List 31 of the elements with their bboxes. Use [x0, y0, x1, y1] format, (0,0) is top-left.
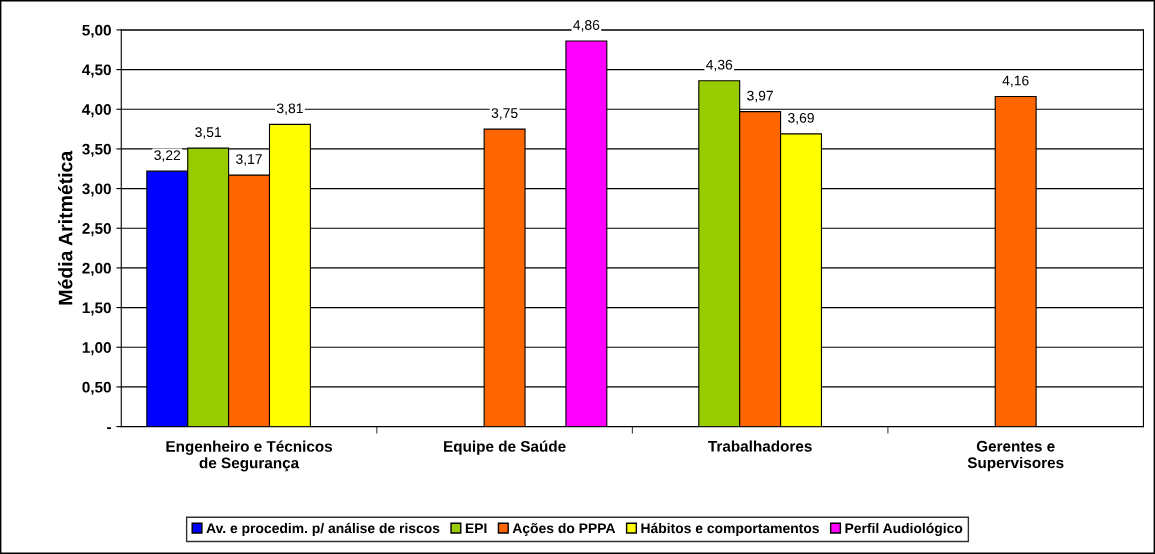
y-tick-label: 3,50: [82, 143, 111, 157]
y-tick-label: 4,00: [82, 104, 111, 118]
legend-label: Ações do PPPA: [512, 522, 616, 536]
y-axis-title: Média Aritmética: [57, 150, 73, 305]
legend-label: Hábitos e comportamentos: [641, 522, 819, 536]
legend-label: Av. e procedim. p/ análise de riscos: [206, 522, 440, 536]
y-tick-label: 1,00: [82, 342, 111, 356]
data-label: 4,86: [573, 20, 600, 32]
data-label: 3,51: [195, 127, 221, 139]
data-label: 3,81: [276, 103, 303, 115]
x-tick-label: Engenheiro e Técnicos de Segurança: [166, 440, 333, 472]
data-label: 3,69: [788, 112, 814, 125]
data-label: 4,16: [1002, 75, 1029, 88]
data-label: 3,75: [491, 108, 518, 120]
x-tick-label: Trabalhadores: [708, 440, 812, 452]
y-tick-label: 4,50: [82, 64, 111, 78]
y-tick-label: 2,50: [82, 223, 111, 237]
y-tick-label: 2,00: [82, 262, 111, 276]
x-tick-label: Equipe de Saúde: [444, 440, 566, 455]
y-tick-label: 5,00: [82, 24, 111, 38]
y-tick-label: 0,50: [82, 381, 111, 395]
y-tick-label: 1,50: [82, 302, 111, 316]
x-tick-label: Gerentes e Supervisores: [967, 440, 1064, 472]
legend-label: EPI: [465, 523, 487, 534]
data-label: 3,22: [154, 150, 181, 162]
y-tick-label: -: [107, 427, 111, 430]
data-label: 3,97: [747, 90, 773, 103]
legend-label: Perfil Audiológico: [845, 522, 963, 536]
data-label: 4,36: [706, 59, 733, 72]
y-tick-label: 3,00: [82, 183, 111, 197]
data-label: 3,17: [236, 154, 262, 166]
